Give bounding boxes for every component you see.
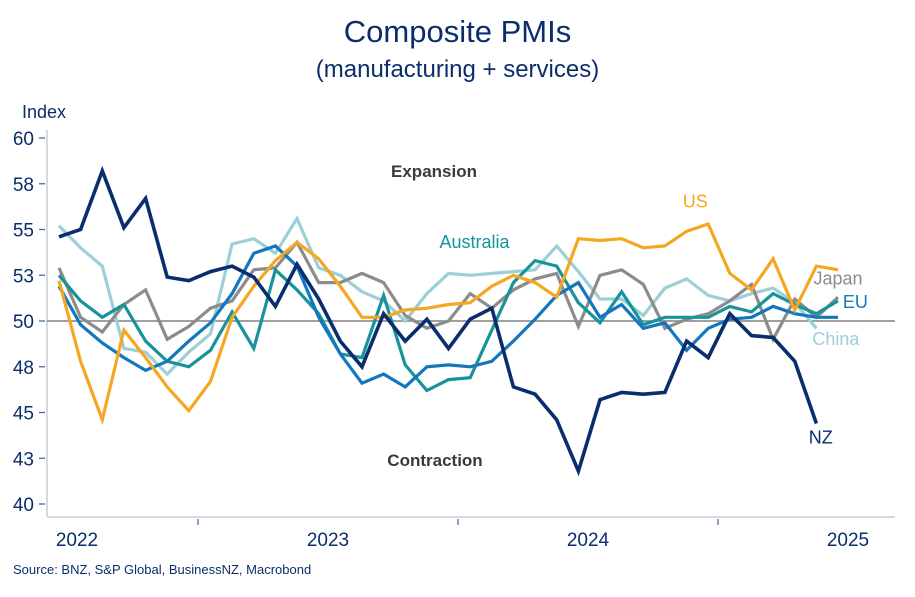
y-tick-label: 43 — [13, 449, 34, 470]
series-line-nz — [58, 165, 819, 477]
series-label-us: US — [683, 192, 708, 212]
annotation-contraction: Contraction — [387, 451, 482, 470]
series-label-eu: EU — [843, 292, 868, 312]
source-note: Source: BNZ, S&P Global, BusinessNZ, Mac… — [13, 562, 312, 577]
series-line-japan — [57, 239, 840, 344]
series-labels: US Australia Japan EU China NZ — [439, 192, 867, 448]
x-tick-label: 2023 — [307, 530, 349, 551]
x-tick-label: 2024 — [567, 530, 610, 551]
series-line-us — [57, 222, 839, 426]
series-line-china — [57, 215, 818, 377]
series-label-japan: Japan — [814, 268, 863, 288]
series-label-china: China — [812, 329, 860, 349]
annotation-expansion: Expansion — [391, 162, 477, 181]
y-tick-label: 40 — [13, 495, 34, 516]
series-label-australia: Australia — [439, 232, 510, 252]
y-tick-label: 45 — [13, 404, 34, 425]
series-label-nz: NZ — [809, 428, 833, 448]
chart-title: Composite PMIs — [343, 14, 572, 49]
y-tick-label: 60 — [13, 129, 34, 150]
y-tick-label: 58 — [13, 175, 34, 196]
series-line-eu — [57, 244, 838, 389]
chart-subtitle: (manufacturing + services) — [315, 56, 600, 83]
y-axis-label: Index — [22, 102, 66, 122]
series-lines — [57, 165, 840, 477]
y-tick-label: 50 — [13, 312, 34, 333]
y-tick-label: 48 — [13, 358, 34, 379]
series-line-australia — [57, 258, 839, 393]
y-tick-label: 53 — [13, 266, 34, 287]
y-tick-label: 55 — [13, 221, 34, 242]
x-tick-label: 2025 — [827, 530, 869, 551]
x-tick-label: 2022 — [56, 530, 98, 551]
axes: 40 43 45 48 50 53 55 58 60 2022 2023 2024 2025 — [13, 129, 895, 551]
